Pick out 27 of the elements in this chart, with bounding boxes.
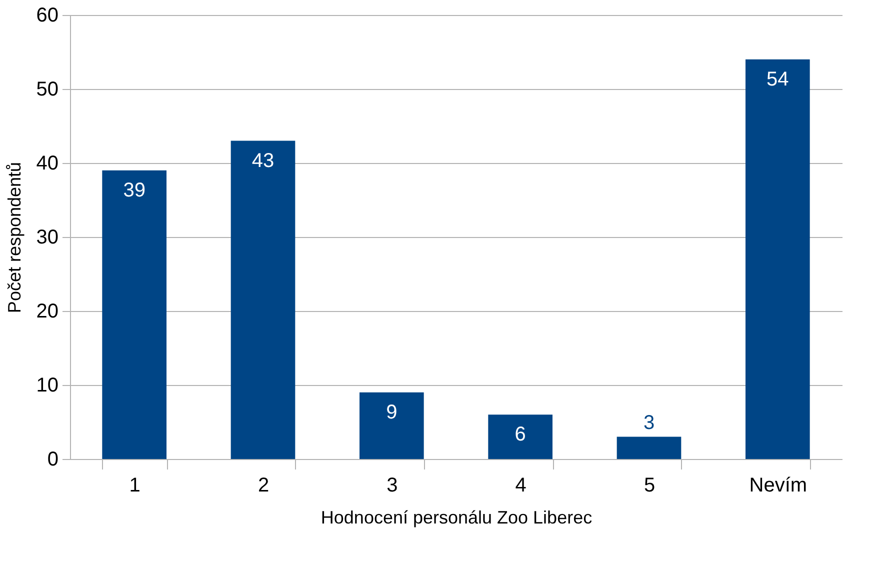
y-tick-label: 10 bbox=[36, 374, 58, 396]
x-tick-label: 4 bbox=[515, 474, 526, 496]
data-label: 9 bbox=[386, 401, 398, 424]
data-label: 6 bbox=[514, 424, 526, 446]
y-tick-label: 30 bbox=[36, 226, 58, 248]
bar bbox=[488, 414, 552, 459]
x-tick-label: 2 bbox=[258, 474, 270, 496]
y-tick-label: 40 bbox=[36, 152, 58, 174]
bar bbox=[746, 59, 810, 459]
x-axis-title: Hodnocení personálu Zoo Liberec bbox=[320, 508, 592, 528]
y-tick-label: 20 bbox=[36, 300, 58, 322]
data-label: 54 bbox=[766, 68, 789, 90]
y-tick-label: 60 bbox=[36, 4, 58, 26]
bar bbox=[360, 392, 424, 459]
x-tick-label: Nevím bbox=[749, 474, 808, 496]
data-label: 3 bbox=[643, 412, 655, 434]
y-tick-label: 50 bbox=[36, 78, 58, 100]
bar bbox=[230, 140, 296, 459]
x-tick-label: 5 bbox=[644, 474, 656, 496]
data-label: 43 bbox=[252, 150, 274, 172]
y-tick-label: 0 bbox=[47, 448, 58, 470]
x-tick-label: 3 bbox=[386, 474, 398, 496]
bar bbox=[102, 170, 166, 459]
bar bbox=[616, 436, 682, 459]
data-label: 39 bbox=[123, 179, 146, 202]
y-axis-title: Počet respondentů bbox=[4, 162, 24, 314]
x-tick-label: 1 bbox=[129, 474, 140, 496]
